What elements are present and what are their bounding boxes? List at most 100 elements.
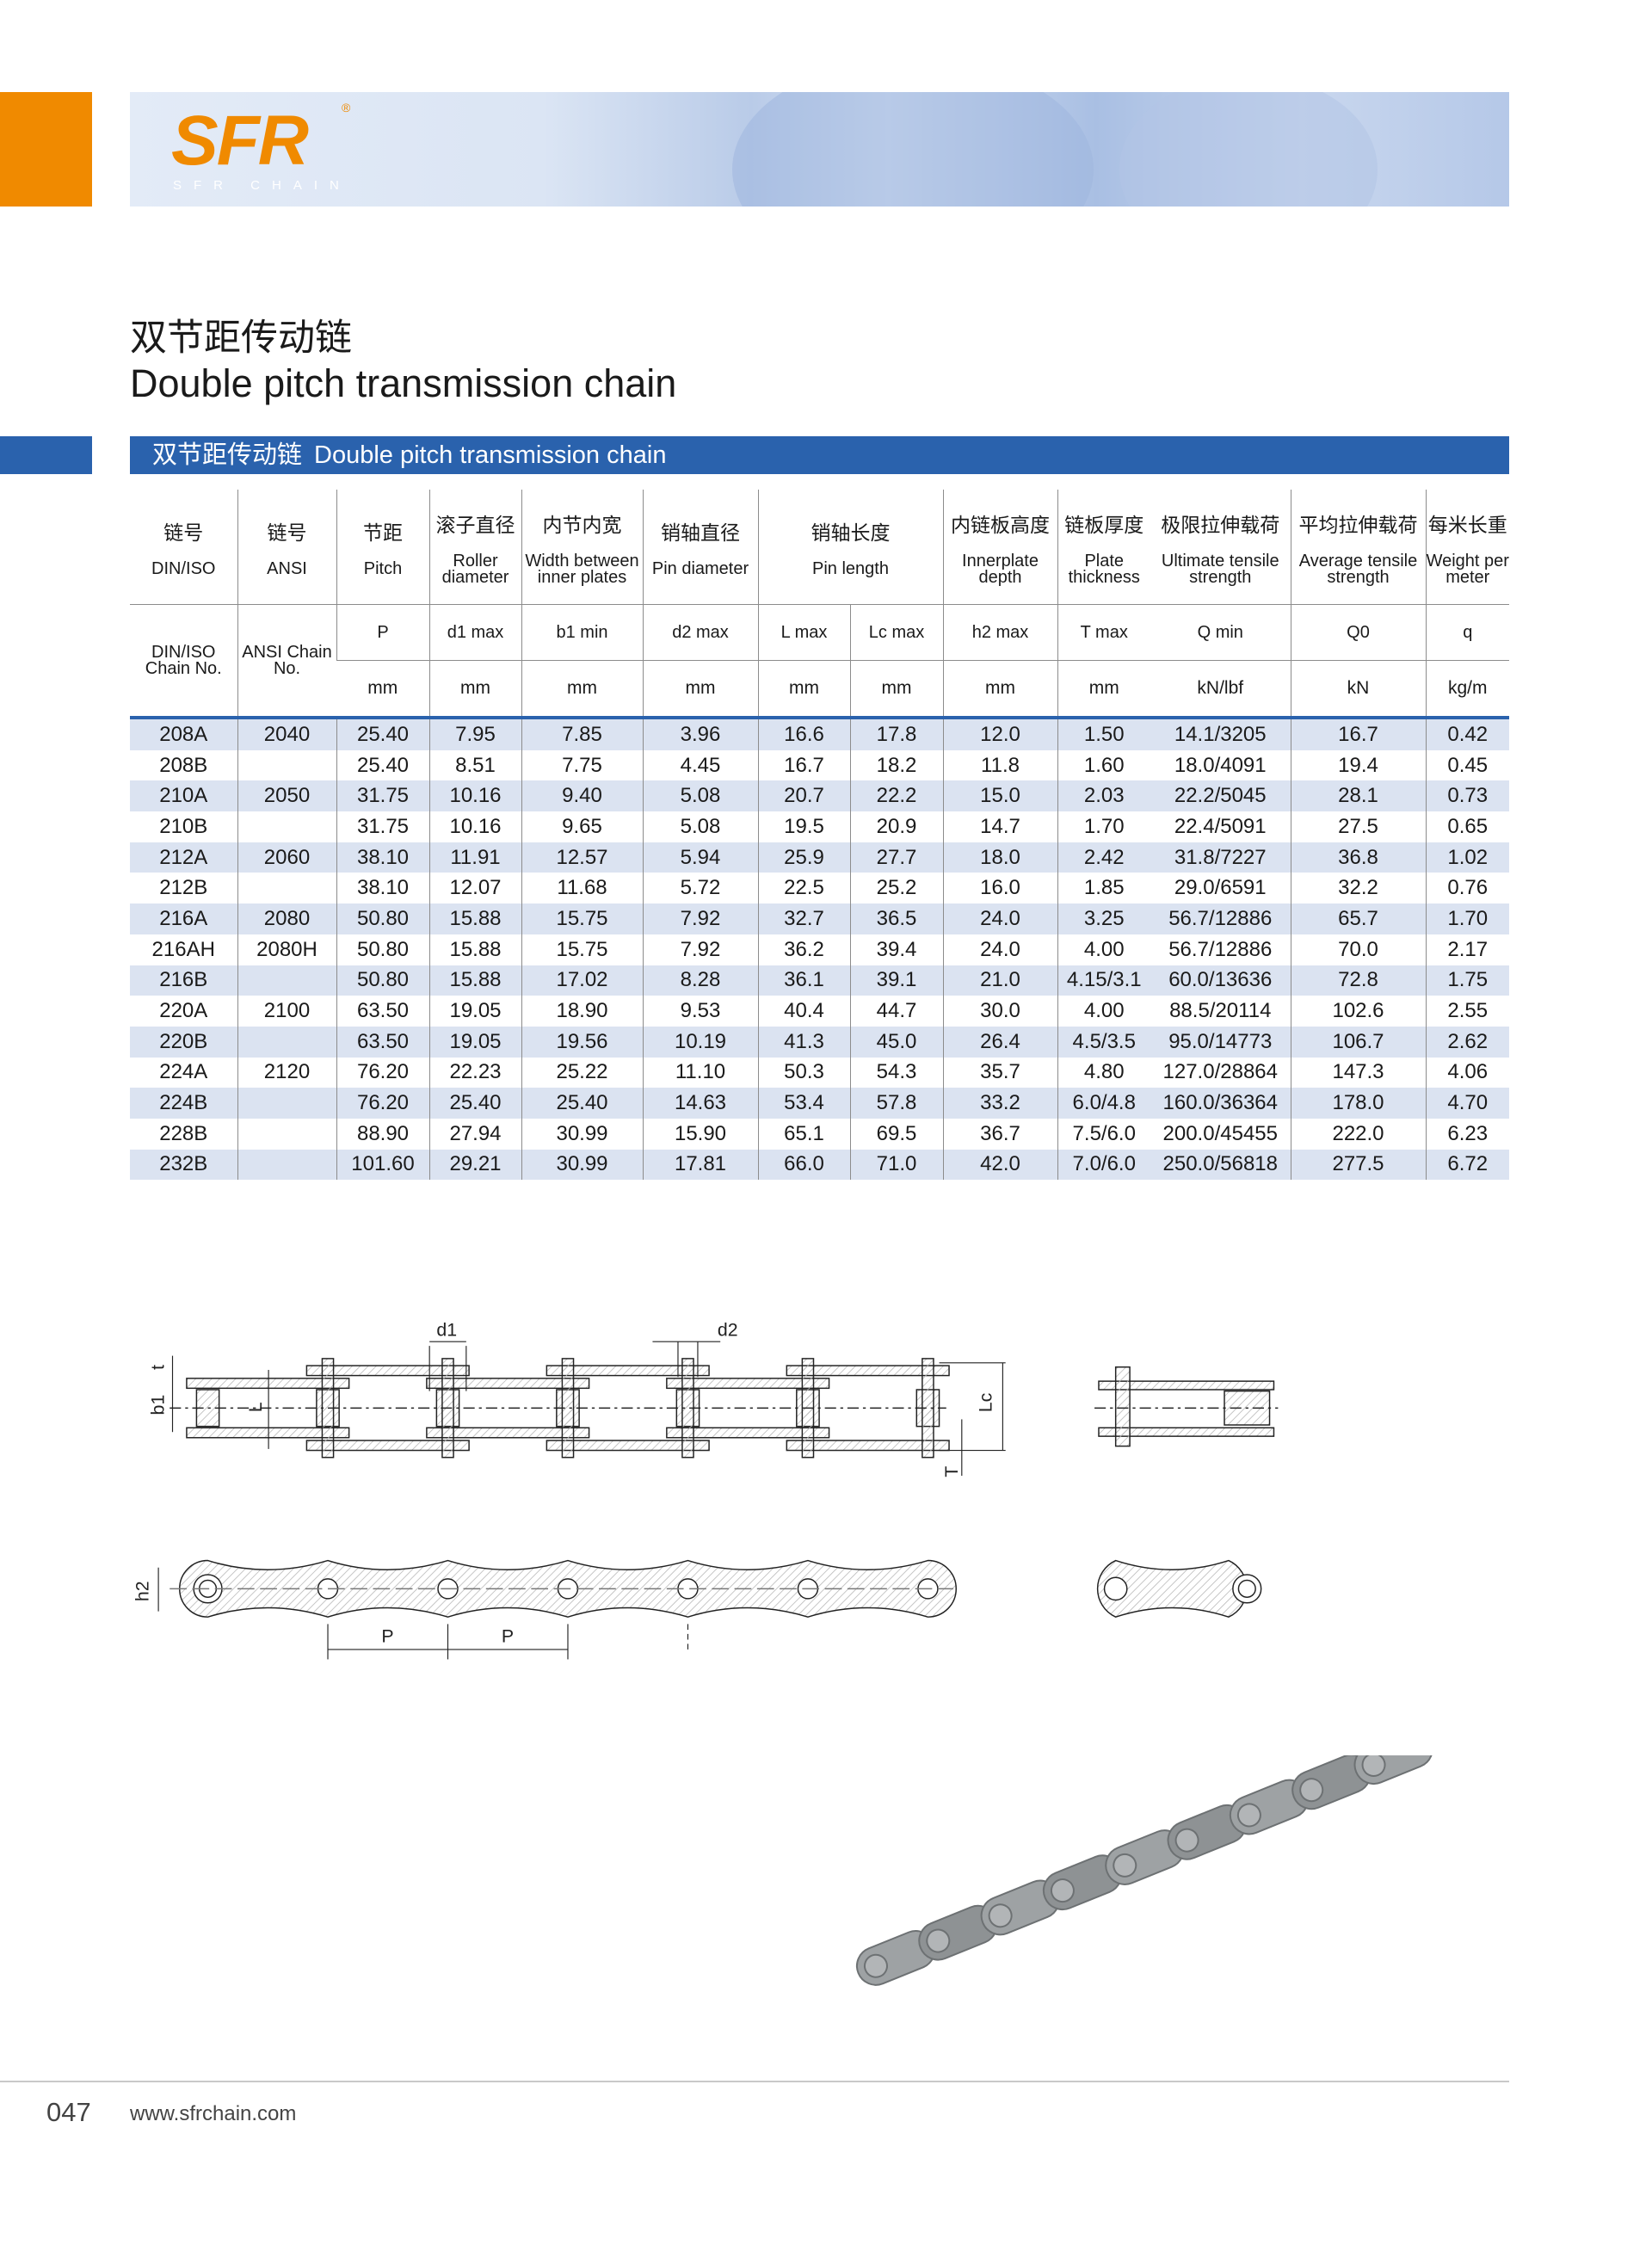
table-cell: 106.7	[1290, 1026, 1426, 1058]
unit-cell: mm	[849, 660, 943, 719]
chain-no-label: ANSI Chain No.	[237, 604, 336, 719]
table-cell: 10.19	[642, 1026, 758, 1058]
side-view	[170, 1559, 957, 1618]
table-cell: 14.1/3205	[1150, 718, 1291, 750]
table-cell: 25.9	[757, 842, 850, 873]
page-number: 047	[46, 2097, 91, 2127]
col-header: 平均拉伸载荷 Average tensile strength	[1290, 490, 1426, 605]
section-heading-en: Double pitch transmission chain	[314, 441, 667, 469]
table-cell: 22.2	[849, 780, 943, 812]
end-view-top	[1094, 1366, 1279, 1447]
table-cell: 15.90	[642, 1118, 758, 1150]
table-cell: 2100	[237, 996, 336, 1027]
table-cell	[237, 873, 336, 904]
table-cell: 24.0	[942, 934, 1057, 965]
outer-plate	[305, 1440, 470, 1452]
table-row: 210B 31.75 10.16 9.65 5.08 19.5 20.9 14.7 1.70 22…	[130, 811, 1509, 842]
table-cell: 127.0/28864	[1162, 1060, 1278, 1084]
symbol-cell: d2 max	[642, 604, 758, 661]
table-cell: 5.94	[642, 842, 758, 873]
chain-pin-head	[1113, 1853, 1137, 1878]
table-cell: 31.75	[336, 780, 429, 812]
table-cell: 277.5	[1290, 1149, 1426, 1181]
col-header: 每米长重 Weight per meter	[1425, 490, 1509, 605]
table-cell: 29.21	[428, 1149, 521, 1181]
table-cell: 7.5/6.0	[1057, 1118, 1150, 1150]
table-cell: 0.45	[1425, 749, 1509, 781]
outer-plate	[786, 1365, 950, 1377]
table-cell: 7.95	[428, 718, 521, 750]
table-cell: 4.00	[1057, 996, 1150, 1027]
label-b1: b1	[148, 1395, 169, 1415]
table-cell: 7.92	[642, 903, 758, 934]
table-cell: 36.5	[849, 903, 943, 934]
table-cell: 17.81	[642, 1149, 758, 1181]
table-cell: 25.22	[521, 1057, 643, 1088]
chain-pin-head	[1299, 1778, 1324, 1803]
table-cell: 5.08	[642, 811, 758, 842]
table-cell: 160.0/36364	[1150, 1088, 1291, 1119]
col-header: 链板厚度 Plate thickness	[1057, 490, 1150, 605]
table-cell: 6.0/4.8	[1057, 1088, 1150, 1119]
table-cell: 39.4	[849, 934, 943, 965]
table-cell	[237, 811, 336, 842]
table-cell: 15.88	[428, 903, 521, 934]
table-cell: 27.5	[1290, 811, 1426, 842]
table-cell: 2080	[237, 903, 336, 934]
table-row: 216AH 2080H 50.80 15.88 15.75 7.92 36.2 39.4 24.…	[130, 934, 1509, 965]
table-cell: 11.8	[942, 749, 1057, 781]
table-cell: 16.7	[1290, 718, 1426, 750]
inner-plate	[426, 1427, 590, 1439]
end-view-side	[1096, 1559, 1262, 1618]
table-cell: 2040	[237, 718, 336, 750]
table-cell: 224B	[130, 1088, 237, 1119]
table-cell: 88.5/20114	[1169, 999, 1272, 1023]
label-Lc: Lc	[975, 1392, 996, 1412]
table-cell	[237, 1118, 336, 1150]
table-cell: 4.15/3.1	[1057, 965, 1150, 996]
footer-divider	[0, 2081, 1509, 2082]
table-cell: 10.16	[428, 780, 521, 812]
table-cell: 216A	[130, 903, 237, 934]
col-header: 销轴长度 Pin length	[757, 490, 943, 605]
table-cell: 1.70	[1425, 903, 1509, 934]
unit-cell: mm	[428, 660, 521, 719]
table-cell: 19.4	[1290, 749, 1426, 781]
table-cell: 15.88	[428, 965, 521, 996]
website-link[interactable]: www.sfrchain.com	[130, 2102, 297, 2125]
table-cell: 250.0/56818	[1150, 1149, 1291, 1181]
unit-cell: kg/m	[1425, 660, 1509, 719]
label-d1: d1	[436, 1320, 457, 1341]
table-cell: 216B	[130, 965, 237, 996]
table-cell: 2.42	[1057, 842, 1150, 873]
table-cell: 220B	[130, 1026, 237, 1058]
inner-plate	[666, 1378, 830, 1390]
table-cell: 212B	[159, 876, 208, 900]
outer-plate	[786, 1440, 950, 1452]
table-cell: 1.70	[1057, 811, 1150, 842]
table-cell: 63.50	[336, 996, 429, 1027]
inner-plate	[666, 1427, 830, 1439]
table-cell: 2.03	[1057, 780, 1150, 812]
table-cell: 12.0	[942, 718, 1057, 750]
table-cell: 76.20	[336, 1057, 429, 1088]
registered-mark: ®	[342, 101, 351, 114]
symbol-cell: T max	[1057, 604, 1150, 661]
table-cell: 33.2	[942, 1088, 1057, 1119]
chain-technical-drawing: d1 d2 t b1 L Lc T h2 P P	[133, 1320, 1279, 1660]
table-cell: 63.50	[336, 1026, 429, 1058]
page-title-en: Double pitch transmission chain	[130, 361, 677, 405]
table-cell: 72.8	[1290, 965, 1426, 996]
section-heading-bar: 双节距传动链 Double pitch transmission chain	[130, 436, 1509, 474]
dimension-lines	[157, 1341, 1006, 1660]
table-cell: 36.2	[757, 934, 850, 965]
table-cell: 56.7/12886	[1150, 903, 1291, 934]
table-cell: 15.75	[521, 903, 643, 934]
label-L: L	[245, 1402, 266, 1412]
table-cell: 220A	[159, 999, 208, 1023]
table-cell: 12.57	[521, 842, 643, 873]
table-cell: 14.63	[642, 1088, 758, 1119]
table-cell: 12.07	[428, 873, 521, 904]
table-cell: 208A	[130, 718, 237, 750]
top-view	[170, 1358, 950, 1459]
